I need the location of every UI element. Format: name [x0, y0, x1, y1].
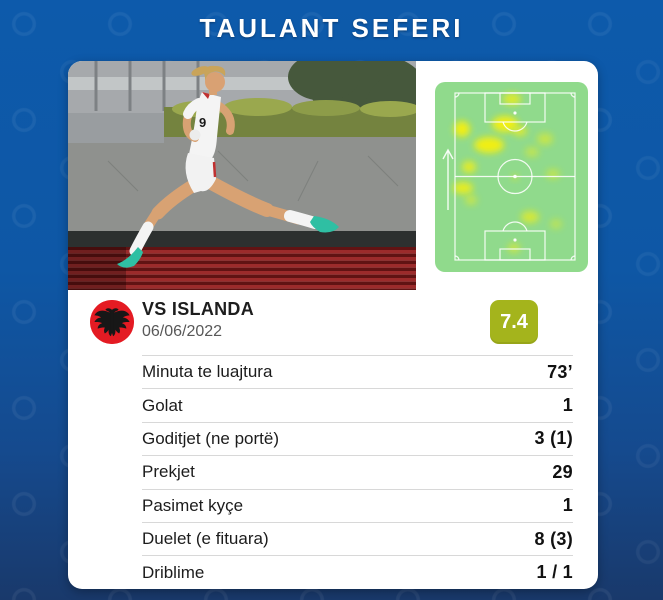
albania-flag-icon [90, 300, 134, 344]
heat-blobs [453, 93, 562, 253]
page-title: TAULANT SEFERI [199, 12, 464, 43]
stat-value: 29 [552, 461, 573, 482]
stat-value: 3 (1) [534, 428, 573, 449]
stat-label: Driblime [142, 562, 205, 582]
stat-row: Goditjet (ne portë) 3 (1) [142, 421, 573, 455]
stat-row: Duelet (e fituara) 8 (3) [142, 521, 573, 555]
player-figure: 9 [117, 65, 339, 268]
jersey-number: 9 [199, 115, 206, 130]
stats-table: Minuta te luajtura 73’ Golat 1 Goditjet (ne … [142, 355, 573, 589]
stat-row: Driblime 1 / 1 [142, 555, 573, 588]
opponent-label: VS ISLANDA [142, 299, 255, 319]
attack-direction-arrow-icon [442, 148, 454, 210]
stat-value: 1 [562, 495, 573, 516]
stat-row: Prekjet 29 [142, 455, 573, 488]
stat-row: Minuta te luajtura 73’ [142, 355, 573, 388]
position-heatmap [435, 82, 588, 272]
match-header: VS ISLANDA 06/06/2022 7.4 [90, 298, 576, 346]
stat-value: 1 / 1 [536, 562, 573, 583]
boot-right [310, 216, 339, 233]
boot-left [117, 247, 143, 268]
stat-value: 1 [562, 395, 573, 416]
stat-label: Minuta te luajtura [142, 362, 273, 382]
stat-label: Pasimet kyçe [142, 495, 244, 515]
stat-label: Prekjet [142, 462, 195, 482]
double-headed-eagle [94, 308, 130, 337]
player-photo-art: 9 [68, 61, 416, 290]
stat-row: Golat 1 [142, 388, 573, 421]
stat-row: Pasimet kyçe 1 [142, 488, 573, 522]
match-date: 06/06/2022 [142, 323, 223, 340]
stat-value: 73’ [547, 361, 573, 382]
stat-value: 8 (3) [534, 528, 573, 549]
pitch-lines [454, 92, 576, 261]
rating-badge: 7.4 [490, 300, 538, 344]
stat-label: Duelet (e fituara) [142, 529, 269, 549]
player-photo: 9 [68, 61, 416, 290]
stat-label: Goditjet (ne portë) [142, 428, 280, 448]
stat-label: Golat [142, 395, 183, 415]
stat-card: 9 [68, 61, 598, 589]
